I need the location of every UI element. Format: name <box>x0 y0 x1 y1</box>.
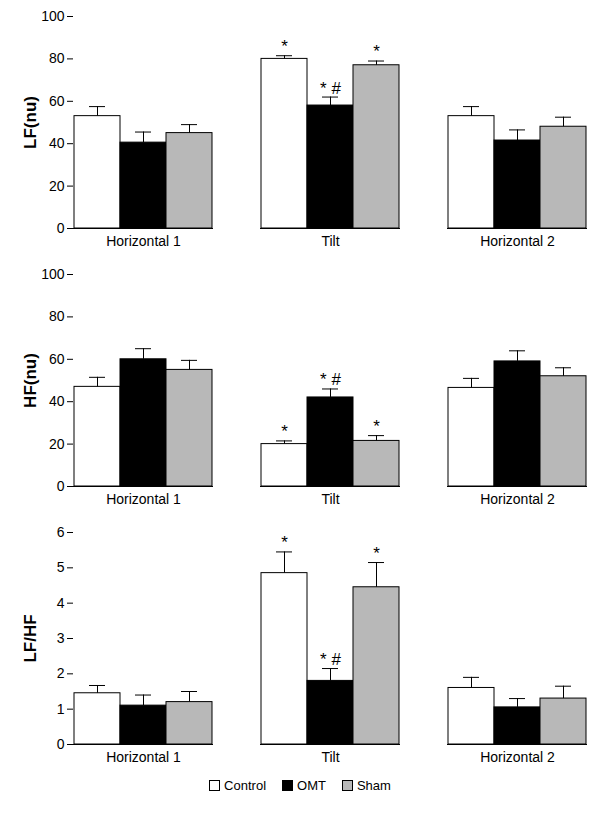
svg-text:0: 0 <box>57 478 65 494</box>
svg-text:0: 0 <box>57 220 65 236</box>
svg-text:20: 20 <box>49 436 65 452</box>
svg-text:4: 4 <box>57 595 65 611</box>
html-text:Control: Control <box>224 778 266 793</box>
svg-text:100: 100 <box>41 266 65 282</box>
svg-text:20: 20 <box>49 178 65 194</box>
svg-text:*: * <box>281 533 288 552</box>
svg-text:* #: * # <box>320 79 341 98</box>
svg-text:0: 0 <box>57 736 65 752</box>
svg-text:40: 40 <box>49 135 65 151</box>
svg-text:Tilt: Tilt <box>321 491 339 507</box>
html-text:Sham: Sham <box>356 778 391 793</box>
svg-text:Horizontal 1: Horizontal 1 <box>106 749 181 765</box>
svg-text:*: * <box>373 417 380 436</box>
svg-text:3: 3 <box>57 630 65 646</box>
svg-text:*: * <box>281 37 288 56</box>
svg-text:40: 40 <box>49 393 65 409</box>
svg-text:2: 2 <box>57 665 65 681</box>
svg-text:*: * <box>373 544 380 563</box>
svg-text:1: 1 <box>57 701 65 717</box>
svg-text:Horizontal 1: Horizontal 1 <box>106 491 181 507</box>
svg-text:Horizontal 2: Horizontal 2 <box>480 491 555 507</box>
svg-text:LF/HF: LF/HF <box>21 614 40 662</box>
svg-text:Horizontal 2: Horizontal 2 <box>480 749 555 765</box>
svg-text:Horizontal 2: Horizontal 2 <box>480 233 555 249</box>
svg-text:Horizontal 1: Horizontal 1 <box>106 233 181 249</box>
svg-text:5: 5 <box>57 559 65 575</box>
svg-text:* #: * # <box>320 650 341 669</box>
svg-text:Tilt: Tilt <box>321 233 339 249</box>
svg-text:80: 80 <box>49 308 65 324</box>
svg-text:80: 80 <box>49 50 65 66</box>
svg-text:* #: * # <box>320 370 341 389</box>
svg-text:60: 60 <box>49 351 65 367</box>
svg-text:HF(nu): HF(nu) <box>21 353 40 408</box>
svg-text:LF(nu): LF(nu) <box>21 96 40 149</box>
svg-text:*: * <box>373 42 380 61</box>
svg-text:6: 6 <box>57 524 65 540</box>
svg-text:Tilt: Tilt <box>321 749 339 765</box>
svg-text:60: 60 <box>49 93 65 109</box>
html-text:OMT: OMT <box>297 778 326 793</box>
svg-text:*: * <box>281 422 288 441</box>
svg-text:100: 100 <box>41 8 65 24</box>
